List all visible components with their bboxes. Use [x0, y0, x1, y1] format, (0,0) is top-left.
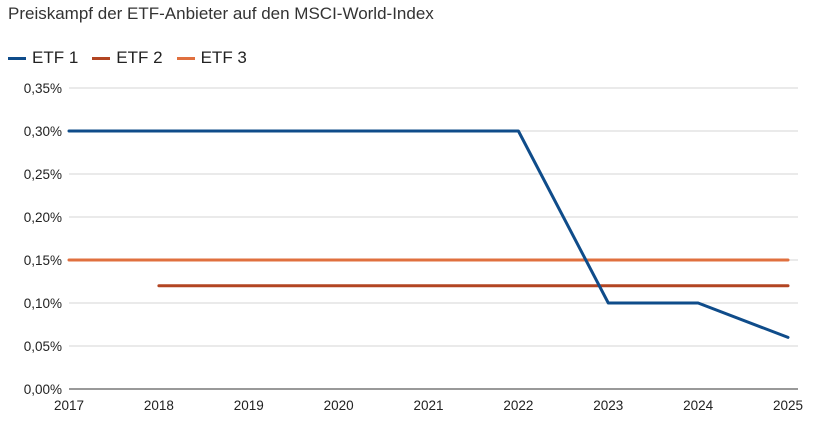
legend-label-etf1: ETF 1 — [32, 48, 79, 67]
series-line-etf1 — [67, 129, 790, 339]
x-tick-label: 2022 — [503, 398, 533, 413]
y-tick-label: 0,25% — [24, 167, 62, 182]
x-tick-label: 2025 — [773, 398, 803, 413]
legend-label-etf2: ETF 2 — [116, 48, 163, 67]
y-tick-label: 0,10% — [24, 296, 62, 311]
y-tick-label: 0,00% — [24, 382, 62, 397]
chart-legend: ETF 1 ETF 2 ETF 3 — [8, 48, 247, 68]
legend-item-etf3: ETF 3 — [176, 48, 247, 68]
y-tick-label: 0,15% — [24, 253, 62, 268]
x-tick-label: 2024 — [683, 398, 714, 413]
legend-swatch-etf2 — [92, 56, 111, 60]
legend-label-etf3: ETF 3 — [200, 48, 247, 67]
x-tick-label: 2020 — [324, 398, 354, 413]
legend-swatch-etf1 — [8, 56, 26, 60]
x-tick-label: 2023 — [593, 398, 623, 413]
y-tick-label: 0,30% — [24, 124, 62, 139]
legend-swatch-etf3 — [176, 56, 195, 60]
legend-item-etf2: ETF 2 — [92, 48, 163, 68]
y-tick-label: 0,20% — [24, 210, 62, 225]
chart-title: Preiskampf der ETF-Anbieter auf den MSCI… — [8, 4, 434, 23]
x-tick-label: 2017 — [54, 398, 84, 413]
x-tick-label: 2021 — [413, 398, 443, 413]
x-tick-label: 2018 — [144, 398, 174, 413]
x-tick-label: 2019 — [234, 398, 264, 413]
legend-item-etf1: ETF 1 — [8, 48, 78, 68]
y-tick-label: 0,35% — [24, 81, 62, 96]
y-tick-label: 0,05% — [24, 339, 62, 354]
